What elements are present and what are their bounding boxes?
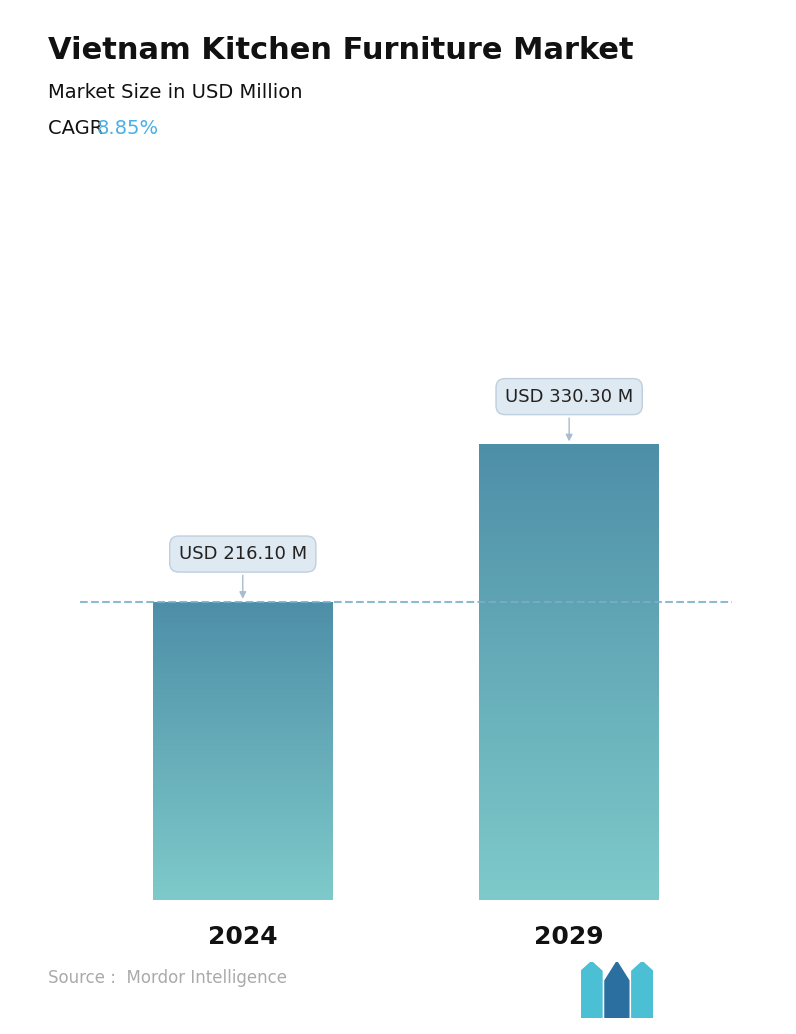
Text: 8.85%: 8.85% (97, 119, 159, 138)
Polygon shape (605, 962, 629, 1018)
Text: USD 330.30 M: USD 330.30 M (505, 388, 634, 439)
Text: CAGR: CAGR (48, 119, 109, 138)
Text: Market Size in USD Million: Market Size in USD Million (48, 83, 302, 101)
Text: Source :  Mordor Intelligence: Source : Mordor Intelligence (48, 970, 287, 987)
Polygon shape (581, 962, 602, 1018)
Text: 2024: 2024 (208, 925, 278, 949)
Text: Vietnam Kitchen Furniture Market: Vietnam Kitchen Furniture Market (48, 36, 634, 65)
Text: USD 216.10 M: USD 216.10 M (179, 545, 306, 598)
Text: 2029: 2029 (534, 925, 604, 949)
Polygon shape (632, 962, 653, 1018)
